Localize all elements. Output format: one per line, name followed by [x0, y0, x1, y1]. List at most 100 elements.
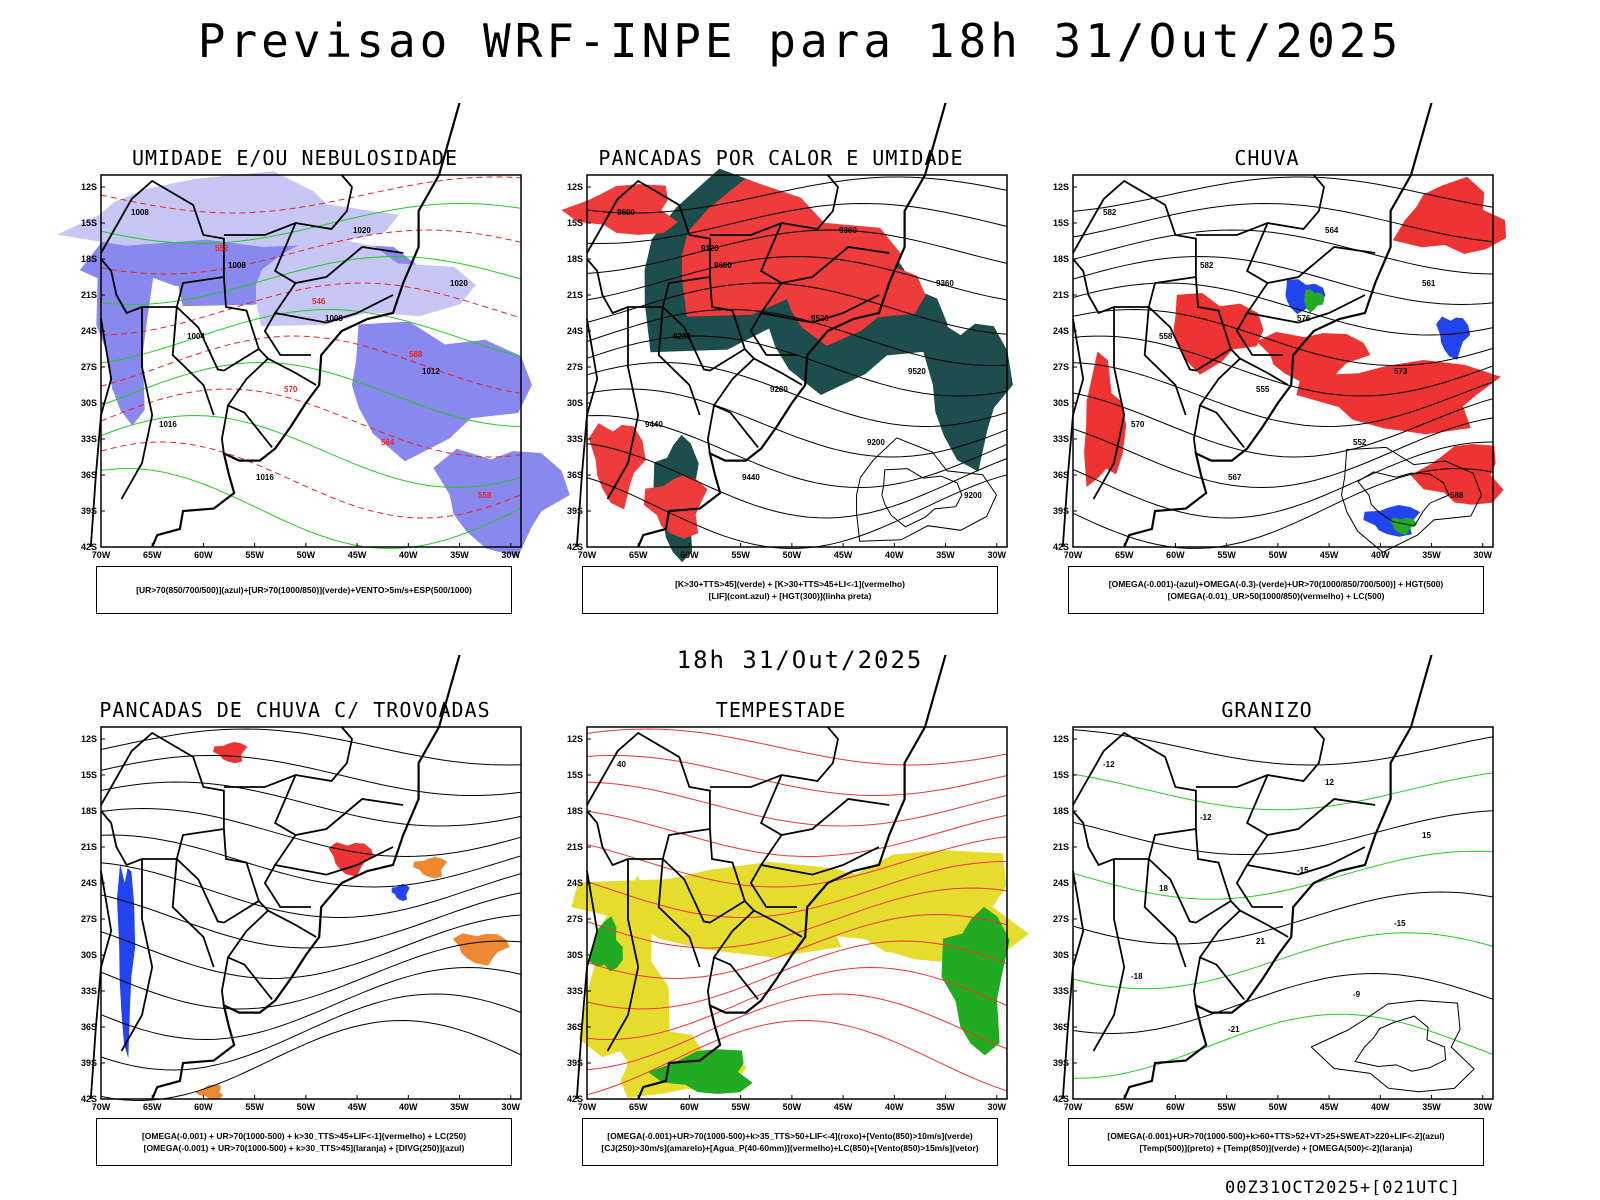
- contour-line: [1072, 392, 1494, 458]
- lon-tick-label: 40W: [885, 550, 904, 560]
- lat-tick-label: 18S: [1053, 806, 1069, 816]
- country-border: [712, 900, 759, 1000]
- coastline: [1123, 102, 1433, 548]
- lat-tick-label: 24S: [1053, 326, 1069, 336]
- lon-tick-label: 60W: [1166, 1102, 1185, 1112]
- lat-tick-label: 30S: [1053, 398, 1069, 408]
- contour-line: [1072, 810, 1494, 856]
- map-tempestade: 40 12S 15S 18S 21S 24S 27S 30S 33S 36S 39S 42S 70W 65…: [567, 654, 1029, 1112]
- legend-line: [LIF](cont.azul) + [HGT(300)](linha pret…: [708, 591, 872, 601]
- low-pressure-contour: [855, 437, 998, 542]
- lon-tick-label: 70W: [92, 1102, 111, 1112]
- contour-label: 570: [1131, 420, 1145, 429]
- lon-tick-label: 35W: [1422, 550, 1441, 560]
- contour-line: [586, 940, 1008, 1010]
- country-border: [1245, 222, 1376, 284]
- country-border: [1235, 864, 1283, 908]
- contour-line: [100, 255, 522, 306]
- field-area: [195, 1084, 224, 1099]
- country-border: [706, 405, 715, 454]
- lon-tick-label: 65W: [1115, 550, 1134, 560]
- lat-tick-label: 18S: [567, 806, 583, 816]
- lon-tick-label: 45W: [834, 550, 853, 560]
- lat-tick-label: 27S: [1053, 914, 1069, 924]
- contour-label: 1016: [159, 420, 177, 429]
- country-border: [1072, 179, 1197, 315]
- contour-label: 546: [312, 297, 326, 306]
- field-area: [648, 1049, 753, 1094]
- contour-label: 561: [1422, 279, 1436, 288]
- contour-line: [100, 308, 522, 364]
- low-pressure-contour: [1354, 1015, 1447, 1072]
- low-pressure-contour: [1357, 471, 1450, 527]
- lat-tick-label: 42S: [81, 542, 97, 552]
- lat-tick-label: 27S: [81, 914, 97, 924]
- lat-tick-label: 39S: [81, 1058, 97, 1068]
- contour-line: [586, 474, 1008, 549]
- coastline: [151, 102, 461, 548]
- country-border: [273, 222, 404, 284]
- map-frame: [586, 174, 1008, 548]
- contour-label: 1016: [256, 473, 274, 482]
- contour-line: [1072, 441, 1494, 519]
- contour-line: [1072, 282, 1494, 336]
- panel-granizo: GRANIZO -12 -12 -15 -15 -18 -21 12 15 18 21 -9 12S 1…: [1022, 654, 1512, 1173]
- country-border: [1192, 957, 1201, 1006]
- lon-tick-label: 35W: [450, 1102, 469, 1112]
- contour-label: 588: [409, 350, 423, 359]
- contour-label: 1008: [325, 314, 343, 323]
- lon-tick-label: 55W: [731, 550, 750, 560]
- legend-line: [OMEGA(-0.001)+UR>70(1000-500)+k>35_TTS>…: [607, 1131, 973, 1141]
- country-border: [753, 909, 803, 938]
- country-border: [586, 179, 711, 315]
- country-border: [273, 282, 394, 324]
- contour-line: [1073, 1013, 1494, 1079]
- field-area: [579, 875, 670, 1075]
- contour-label: 9440: [742, 473, 760, 482]
- field-area: [1392, 176, 1507, 254]
- lat-tick-label: 24S: [81, 878, 97, 888]
- lat-tick-label: 36S: [567, 1022, 583, 1032]
- lat-tick-label: 36S: [567, 470, 583, 480]
- lat-tick-label: 21S: [567, 290, 583, 300]
- contour-label: 9360: [936, 279, 954, 288]
- legend-chuva: [OMEGA(-0.001)-(azul)+OMEGA(-0.3)-(verde…: [1068, 566, 1484, 614]
- legend-line: [Temp(500)](preto) + [Temp(850)](verde) …: [1139, 1143, 1413, 1153]
- map-canvas: 1008 1008 1008 1012 1016 1016 1020 1020 1004 570 5…: [56, 102, 570, 560]
- contour-line: [1072, 176, 1494, 212]
- country-border: [171, 858, 215, 968]
- lat-tick-label: 24S: [567, 326, 583, 336]
- lat-tick-label: 33S: [81, 434, 97, 444]
- lat-tick-label: 42S: [567, 542, 583, 552]
- lon-tick-label: 30W: [1473, 550, 1492, 560]
- lat-tick-label: 27S: [1053, 362, 1069, 372]
- lon-tick-label: 55W: [731, 1102, 750, 1112]
- lon-tick-label: 50W: [297, 1102, 316, 1112]
- contour-line: [586, 781, 1008, 827]
- country-border: [223, 174, 353, 236]
- lat-tick-label: 27S: [81, 362, 97, 372]
- contour-line: [100, 862, 522, 919]
- country-border: [1148, 276, 1232, 372]
- panel-tempestade: TEMPESTADE 40 12S 15S 18S 21S 24S 27S 30S 33S 36S…: [536, 654, 1029, 1173]
- contour-label: 12: [1325, 778, 1334, 787]
- contour-line: [100, 940, 522, 1010]
- contour-label: 9280: [770, 385, 788, 394]
- lon-tick-label: 50W: [783, 550, 802, 560]
- lon-tick-label: 70W: [578, 1102, 597, 1112]
- lat-tick-label: 33S: [567, 434, 583, 444]
- lon-tick-label: 50W: [1269, 1102, 1288, 1112]
- lon-tick-label: 65W: [1115, 1102, 1134, 1112]
- map-canvas: 9600 9600 9520 9520 9440 9440 9360 9360 9280 9280…: [561, 102, 1013, 563]
- lat-tick-label: 42S: [1053, 542, 1069, 552]
- lon-tick-label: 70W: [1064, 1102, 1083, 1112]
- lat-tick-label: 39S: [1053, 506, 1069, 516]
- country-border: [263, 864, 311, 908]
- lon-tick-label: 40W: [399, 1102, 418, 1112]
- legend-line: [OMEGA(-0.001) + UR>70(1000-500) + k>30_…: [143, 1143, 465, 1153]
- contour-line: [100, 755, 522, 796]
- contour-label: 21: [1256, 937, 1265, 946]
- lat-tick-label: 30S: [81, 950, 97, 960]
- lat-tick-label: 36S: [1053, 1022, 1069, 1032]
